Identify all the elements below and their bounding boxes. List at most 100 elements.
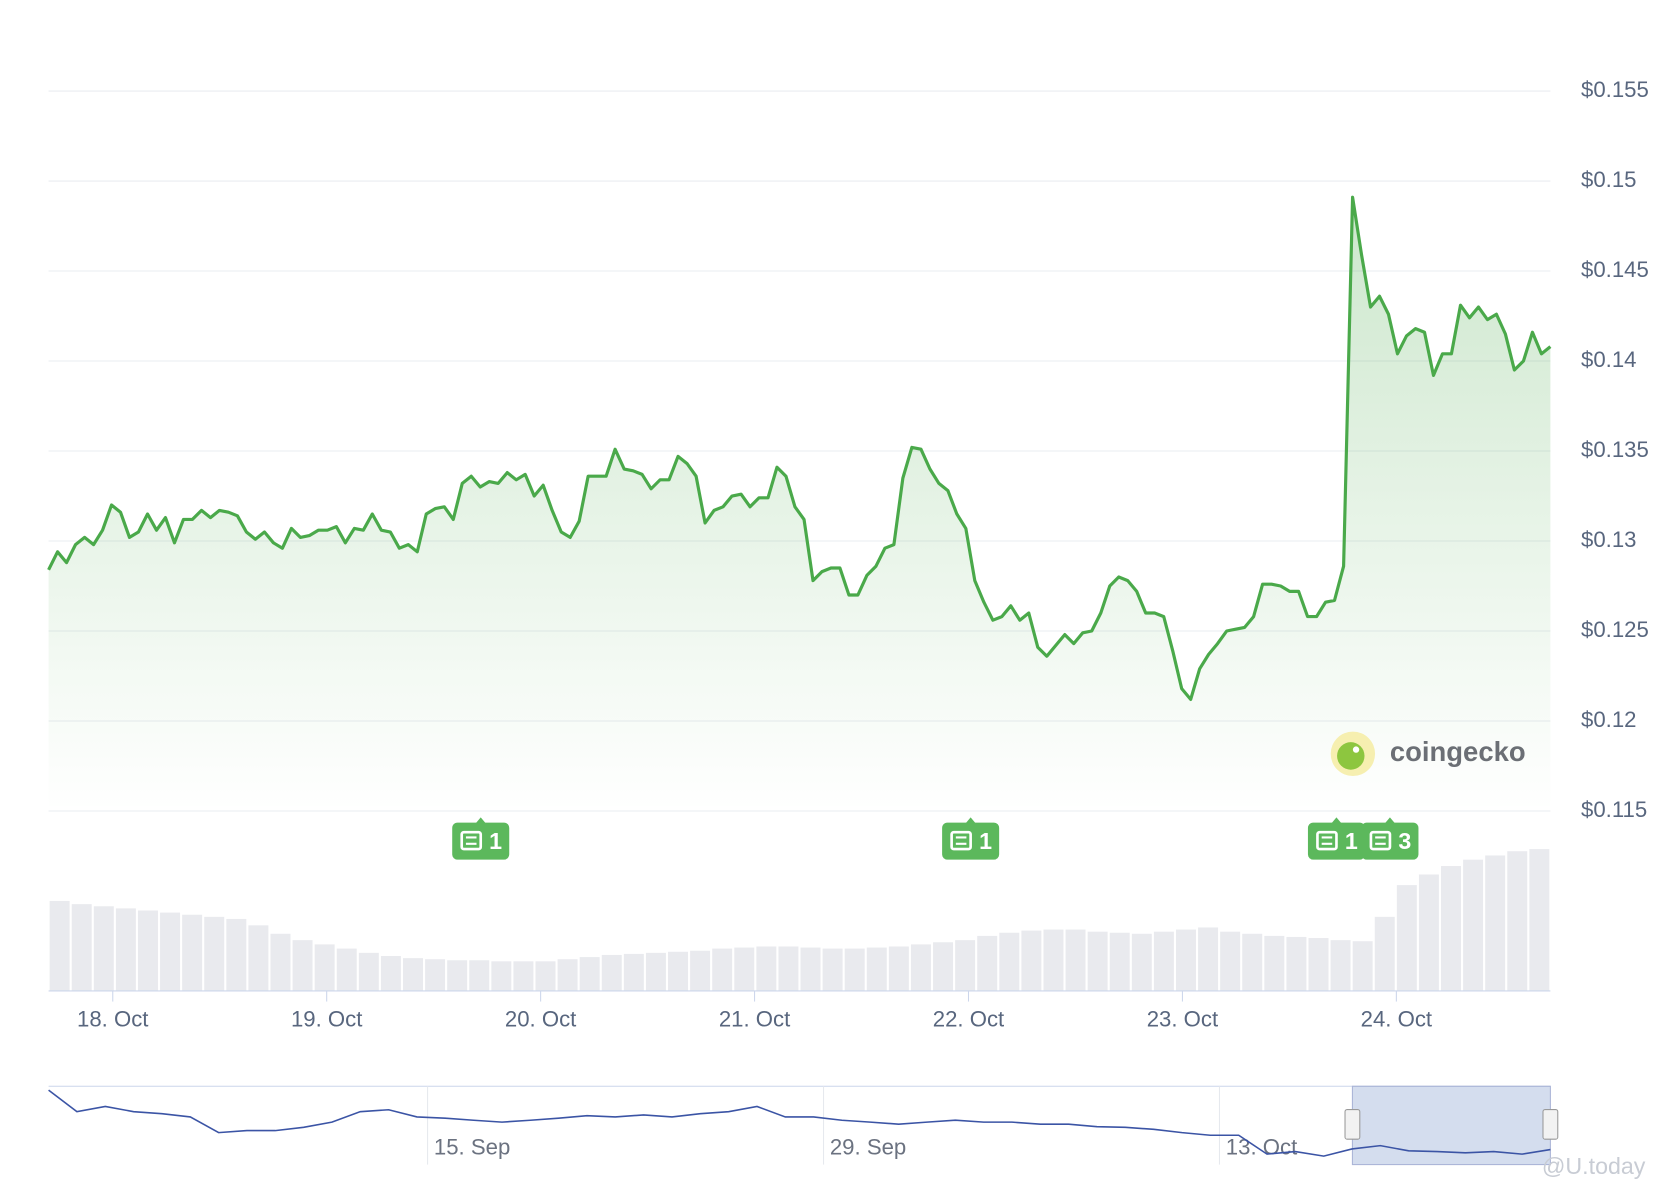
volume-bar: [623, 953, 644, 991]
volume-bar: [182, 914, 203, 991]
volume-bar: [844, 948, 865, 991]
volume-bar: [690, 950, 711, 991]
volume-bar: [226, 918, 247, 991]
volume-bar: [270, 933, 291, 991]
volume-bar: [1308, 938, 1329, 991]
navigator-tick-label: 29. Sep: [830, 1135, 906, 1160]
logo-text: coingecko: [1390, 736, 1526, 767]
x-tick-label: 20. Oct: [505, 1006, 576, 1031]
volume-bar: [756, 946, 777, 991]
badge-pointer: [1331, 817, 1342, 824]
news-badge[interactable]: 1: [452, 817, 510, 860]
news-badge[interactable]: 1: [942, 817, 1000, 860]
volume-bar: [977, 935, 998, 991]
volume-bar: [425, 959, 446, 991]
volume-bar: [557, 959, 578, 991]
navigator-tick-label: 13. Oct: [1226, 1135, 1297, 1160]
volume-bar: [601, 954, 622, 991]
volume-bar: [358, 952, 379, 991]
y-tick-label: $0.115: [1581, 797, 1647, 822]
volume-bar: [888, 946, 909, 991]
volume-bar: [49, 900, 70, 991]
volume-bar: [822, 948, 843, 991]
news-badge[interactable]: 3: [1361, 817, 1419, 860]
x-tick-label: 18. Oct: [77, 1006, 148, 1031]
badge-icon: [1316, 830, 1338, 851]
logo: coingecko: [1330, 731, 1526, 777]
volume-bar: [469, 960, 490, 991]
volume-bar: [336, 948, 357, 991]
volume-bar: [910, 944, 931, 991]
badge-icon: [1369, 830, 1392, 851]
volume-bar: [1220, 931, 1241, 991]
volume-bar: [1264, 935, 1285, 991]
volume-bar: [712, 948, 733, 991]
volume-bar: [93, 906, 114, 991]
volume-bar: [800, 947, 821, 991]
volume-bar: [1529, 849, 1550, 991]
volume-bar: [1065, 929, 1086, 991]
volume-bar: [1418, 874, 1439, 991]
x-tick-label: 24. Oct: [1361, 1006, 1432, 1031]
volume-bar: [866, 947, 887, 991]
badge-count: 1: [489, 828, 502, 854]
y-tick-label: $0.155: [1581, 77, 1649, 102]
volume-bar: [778, 946, 799, 991]
volume-bar: [1374, 916, 1395, 991]
x-tick-label: 19. Oct: [291, 1006, 362, 1031]
badge-icon: [460, 830, 483, 851]
volume-bar: [668, 951, 689, 991]
y-tick-label: $0.13: [1581, 527, 1636, 552]
badge-count: 1: [979, 828, 992, 854]
badge-count: 1: [1345, 828, 1358, 854]
volume-bar: [1485, 855, 1506, 991]
badge-pointer: [1384, 817, 1396, 824]
volume-bar: [1330, 940, 1351, 991]
navigator-line: [48, 1089, 1551, 1157]
volume-bar: [115, 908, 136, 991]
volume-bar: [1087, 931, 1108, 991]
volume-bar: [1175, 929, 1196, 991]
y-tick-label: $0.14: [1581, 347, 1636, 372]
volume-bar: [535, 961, 556, 991]
navigator-tick-label: 15. Sep: [434, 1135, 510, 1160]
watermark: @U.today: [1542, 1153, 1646, 1179]
volume-bar: [292, 940, 313, 991]
volume-bar: [160, 912, 181, 991]
volume-bar: [955, 940, 976, 991]
volume-bar: [248, 925, 269, 991]
volume-bar: [314, 944, 335, 991]
y-tick-label: $0.125: [1581, 617, 1649, 642]
volume-bar: [1286, 936, 1307, 991]
badge-icon: [950, 830, 972, 851]
y-tick-label: $0.145: [1581, 257, 1649, 282]
area: [48, 197, 1551, 811]
volume-bar: [1396, 885, 1417, 991]
navigator-handle[interactable]: [1542, 1109, 1559, 1140]
volume-bar: [403, 958, 423, 991]
badge-pointer: [475, 817, 487, 824]
x-tick-label: 22. Oct: [933, 1006, 1004, 1031]
volume-bar: [1109, 932, 1130, 991]
volume-bar: [645, 952, 666, 991]
news-badge[interactable]: 1: [1307, 817, 1365, 860]
volume-bar: [513, 961, 534, 991]
volume-bar: [933, 942, 954, 991]
y-tick-label: $0.135: [1581, 437, 1649, 462]
volume-bar: [579, 957, 600, 991]
volume-bar: [1463, 859, 1484, 991]
volume-bar: [1021, 930, 1042, 991]
x-tick-label: 21. Oct: [719, 1006, 790, 1031]
volume-bar: [1043, 929, 1064, 991]
navigator-handle[interactable]: [1344, 1109, 1361, 1140]
volume-bar: [447, 960, 468, 991]
volume-bar: [137, 910, 158, 991]
badge-count: 3: [1398, 828, 1411, 854]
volume-bar: [1131, 933, 1152, 991]
volume-bar: [1507, 851, 1528, 991]
x-tick-label: 23. Oct: [1147, 1006, 1218, 1031]
volume-bar: [71, 904, 92, 991]
price-line: [47, 195, 1552, 701]
volume-bar: [1352, 941, 1373, 991]
